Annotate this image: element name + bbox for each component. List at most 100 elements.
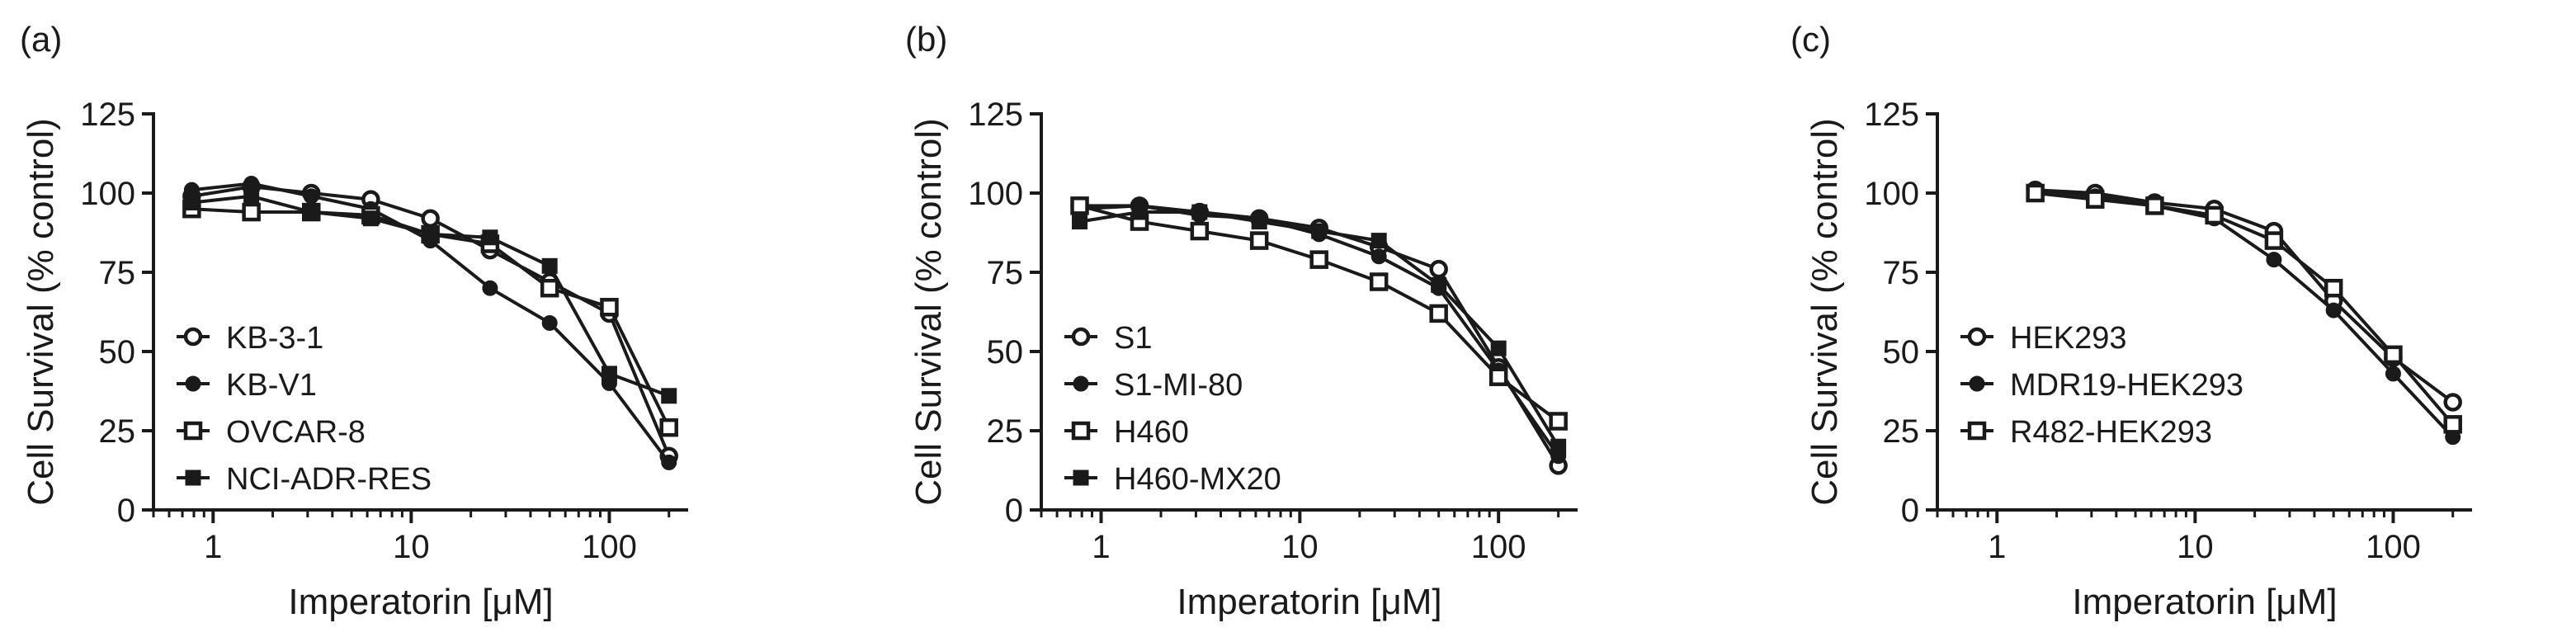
- panel-a: (a) 0 25 50 75 100 125 1 10 100 Imperatorin [μM] Ce…: [20, 20, 688, 622]
- data-point: [2443, 415, 2462, 434]
- legend: HEK293 MDR19-HEK293 R482-HEK293: [1960, 321, 2243, 450]
- data-point: [1072, 214, 1088, 230]
- data-point: [2145, 196, 2164, 215]
- legend-marker: [1967, 421, 1987, 441]
- data-point: [183, 195, 200, 211]
- data-point: [600, 297, 619, 317]
- data-point: [1371, 248, 1387, 265]
- legend-item: KB-V1: [177, 368, 317, 403]
- data-point: [659, 418, 678, 437]
- data-point: [540, 278, 559, 298]
- panel-label: (a): [20, 20, 62, 59]
- data-point: [2264, 231, 2284, 250]
- series-h460-mx20: [1072, 204, 1567, 455]
- panel-label: (c): [1790, 20, 1831, 59]
- data-point: [601, 366, 617, 382]
- y-tick-label: 125: [80, 97, 135, 133]
- legend-item: KB-3-1: [177, 321, 323, 356]
- legend-item: HEK293: [1960, 321, 2127, 356]
- x-tick-label: 10: [2177, 529, 2214, 565]
- legend-item: S1-MI-80: [1064, 368, 1243, 403]
- legend-label: MDR19-HEK293: [2010, 368, 2243, 403]
- legend: S1 S1-MI-80 H460 H460-MX20: [1064, 321, 1281, 497]
- y-tick-label: 100: [968, 176, 1023, 212]
- data-point: [1309, 250, 1328, 269]
- data-point: [661, 388, 677, 404]
- data-point: [1549, 412, 1568, 431]
- legend-item: H460-MX20: [1064, 462, 1281, 497]
- y-tick-label: 75: [1883, 255, 1920, 291]
- y-tick-label: 50: [987, 334, 1024, 370]
- data-point: [1131, 204, 1148, 220]
- data-point: [2086, 190, 2105, 209]
- y-tick-label: 25: [99, 413, 136, 450]
- y-tick-label: 25: [987, 413, 1024, 450]
- y-axis-label: Cell Survival (% control): [21, 118, 61, 505]
- series-nci-adr-res: [183, 188, 677, 404]
- data-point: [242, 202, 261, 222]
- y-tick-label: 50: [99, 334, 136, 370]
- legend: KB-3-1 KB-V1 OVCAR-8 NCI-ADR-RES: [177, 321, 432, 497]
- data-point: [2324, 278, 2343, 298]
- y-axis-label: Cell Survival (% control): [1805, 118, 1845, 505]
- data-point: [1490, 340, 1507, 356]
- y-tick-label: 125: [1864, 97, 1919, 133]
- legend-marker: [185, 469, 201, 486]
- y-tick-label: 100: [1864, 176, 1919, 212]
- x-tick-label: 10: [393, 529, 430, 565]
- data-point: [1070, 196, 1089, 215]
- legend-marker: [1967, 327, 1987, 347]
- data-point: [303, 188, 319, 205]
- legend-marker: [183, 421, 203, 441]
- legend-item: MDR19-HEK293: [1960, 368, 2243, 403]
- y-tick-label: 125: [968, 97, 1023, 133]
- legend-item: NCI-ADR-RES: [177, 462, 432, 497]
- legend-marker: [1071, 421, 1091, 441]
- legend-marker: [185, 375, 201, 392]
- legend-label: HEK293: [2010, 321, 2127, 356]
- data-point: [1190, 221, 1210, 241]
- data-point: [2385, 366, 2401, 382]
- x-tick-label: 1: [1988, 529, 2006, 565]
- data-point: [661, 454, 677, 470]
- series-line: [2035, 191, 2455, 426]
- y-tick-label: 50: [1883, 334, 1920, 370]
- legend-label: R482-HEK293: [2010, 415, 2212, 450]
- data-point: [482, 229, 498, 246]
- data-point: [421, 209, 440, 228]
- legend-marker: [1969, 375, 1985, 392]
- legend-marker: [1073, 469, 1089, 486]
- legend-label: KB-3-1: [226, 321, 323, 356]
- legend-marker: [1073, 375, 1089, 392]
- data-point: [1311, 223, 1328, 239]
- legend-marker: [1071, 327, 1091, 347]
- x-axis-label: Imperatorin [μM]: [288, 582, 553, 622]
- data-point: [362, 210, 379, 227]
- legend-label: NCI-ADR-RES: [226, 462, 432, 497]
- x-axis-label: Imperatorin [μM]: [2072, 582, 2337, 622]
- legend-item: S1: [1064, 321, 1152, 356]
- x-tick-label: 10: [1281, 529, 1319, 565]
- y-tick-label: 0: [117, 493, 135, 529]
- data-point: [2026, 183, 2045, 203]
- data-point: [2325, 302, 2342, 318]
- data-point: [1429, 259, 1448, 279]
- data-point: [303, 204, 319, 220]
- series-line: [2035, 188, 2454, 404]
- data-point: [1431, 276, 1447, 293]
- x-tick-label: 1: [1092, 529, 1110, 565]
- legend-marker: [183, 327, 203, 347]
- panel-c: (c) 0 25 50 75 100 125 1 10 100 Imperatorin [μM] Ce…: [1790, 20, 2472, 622]
- panel-b: (b) 0 25 50 75 100 125 1 10 100 Imperatorin [μM] Ce…: [905, 20, 1578, 622]
- legend-label: KB-V1: [226, 368, 317, 403]
- series-line: [2035, 188, 2455, 439]
- data-point: [422, 226, 439, 243]
- data-point: [2384, 345, 2403, 365]
- x-tick-label: 100: [582, 529, 637, 565]
- data-point: [2266, 252, 2282, 268]
- legend-label: H460: [1114, 415, 1189, 450]
- y-tick-label: 100: [80, 176, 135, 212]
- y-tick-label: 75: [99, 255, 136, 291]
- legend-label: S1-MI-80: [1114, 368, 1243, 403]
